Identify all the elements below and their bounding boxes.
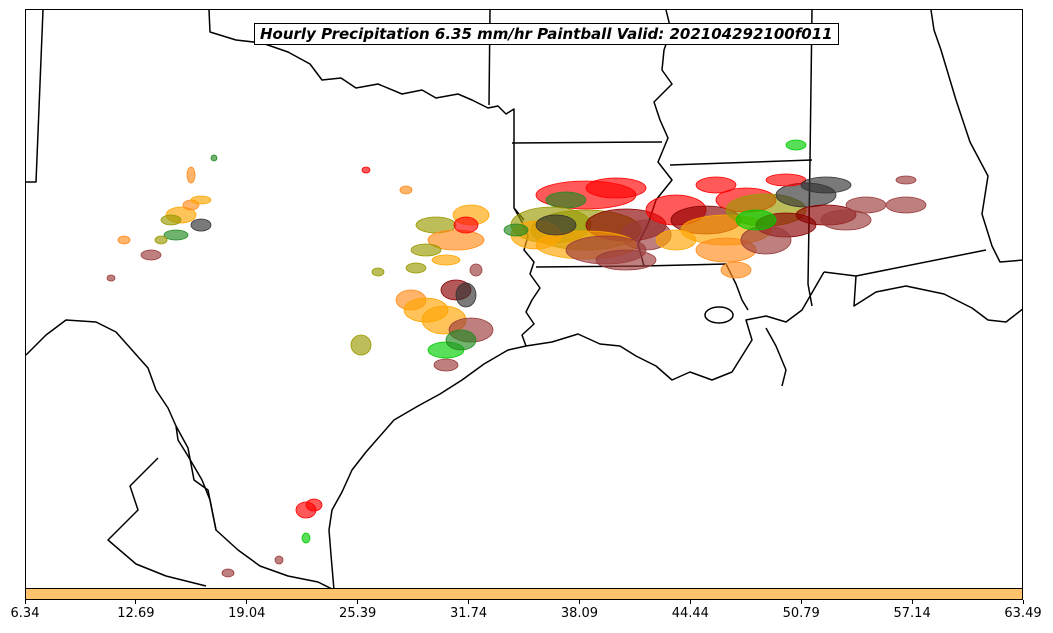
precip-blob	[800, 176, 852, 194]
al-ms-border	[807, 10, 813, 307]
precip-blob	[885, 196, 927, 214]
precip-blob	[895, 175, 917, 185]
colorbar-tick-label: 50.79	[782, 606, 820, 621]
precip-blob	[433, 358, 459, 372]
precip-blob	[720, 261, 752, 279]
precip-blob	[740, 225, 792, 255]
colorbar-tick-label: 57.14	[893, 606, 931, 621]
colorbar-tick	[24, 600, 26, 604]
colorbar-tick-label: 63.49	[1004, 606, 1042, 621]
precip-blob	[154, 235, 168, 245]
precip-blob	[445, 329, 477, 351]
al-fl-border	[855, 249, 987, 277]
precip-blob	[585, 177, 647, 199]
colorbar-tick	[135, 600, 137, 604]
precip-blob	[469, 263, 483, 277]
precip-blob	[163, 229, 189, 241]
colorbar-tick-label: 38.09	[560, 606, 599, 621]
precip-blob	[535, 214, 577, 236]
precip-blob	[221, 568, 235, 578]
colorbar-tick-label: 6.34	[10, 606, 40, 621]
ga-fl-border	[930, 10, 1022, 263]
state-boundaries	[26, 10, 1022, 588]
colorbar-tick-label: 19.04	[228, 606, 266, 621]
precip-blob	[405, 262, 427, 274]
precip-blob	[427, 229, 485, 251]
precip-blob	[117, 235, 131, 245]
colorbar	[25, 588, 1023, 600]
precip-blob	[431, 254, 461, 266]
precip-blob	[655, 229, 697, 251]
colorbar-tick-label: 44.44	[671, 606, 709, 621]
precip-blob	[190, 195, 212, 205]
colorbar-tick	[357, 600, 359, 604]
precip-blob	[361, 166, 371, 174]
colorbar-tick-label: 12.69	[117, 606, 155, 621]
precip-blob	[160, 214, 182, 226]
map-canvas	[26, 10, 1022, 588]
colorbar-tick	[1022, 600, 1024, 604]
mexico-state-line	[107, 457, 207, 587]
precip-blob	[735, 209, 777, 231]
precip-blob	[350, 334, 372, 356]
nm-border-line	[26, 10, 44, 183]
mississippi-delta	[765, 327, 787, 387]
precip-blob	[305, 498, 323, 512]
fl-panhandle-coast	[823, 271, 1022, 323]
precip-blob	[399, 185, 413, 195]
louisiana-coast	[525, 271, 825, 381]
precip-blob	[106, 274, 116, 282]
precip-blob	[695, 176, 737, 194]
precip-blob	[845, 196, 887, 214]
lake-pontchartrain	[704, 306, 734, 324]
colorbar-tick-label: 31.74	[449, 606, 488, 621]
colorbar-tick	[689, 600, 691, 604]
precip-blob	[765, 173, 807, 187]
map-title: Hourly Precipitation 6.35 mm/hr Paintbal…	[254, 23, 839, 45]
precip-blob	[503, 223, 529, 237]
colorbar-tick	[468, 600, 470, 604]
precip-blob	[785, 139, 807, 151]
precip-blob	[210, 154, 218, 162]
colorbar-tick-label: 25.39	[339, 606, 377, 621]
rio-grande	[26, 319, 332, 588]
precip-blob	[453, 216, 479, 234]
texas-coast	[328, 345, 527, 588]
precip-blob	[595, 249, 657, 271]
mexico-state-line-2	[175, 425, 217, 531]
tn-border	[669, 159, 813, 166]
precip-blob	[410, 243, 442, 257]
precip-blob	[545, 191, 587, 209]
precip-blob	[820, 209, 872, 231]
precip-blob	[274, 555, 284, 565]
precip-blob	[140, 249, 162, 261]
colorbar-tick	[800, 600, 802, 604]
colorbar-tick	[578, 600, 580, 604]
precipitation-blobs	[106, 139, 927, 578]
precip-blob	[186, 166, 196, 184]
precip-blob	[455, 282, 477, 308]
colorbar-tick	[246, 600, 248, 604]
colorbar-tick	[911, 600, 913, 604]
map-panel: Hourly Precipitation 6.35 mm/hr Paintbal…	[25, 9, 1023, 589]
precip-blob	[371, 267, 385, 277]
precip-blob	[190, 218, 212, 232]
ar-mo-border	[511, 141, 663, 144]
precip-blob	[301, 532, 311, 544]
